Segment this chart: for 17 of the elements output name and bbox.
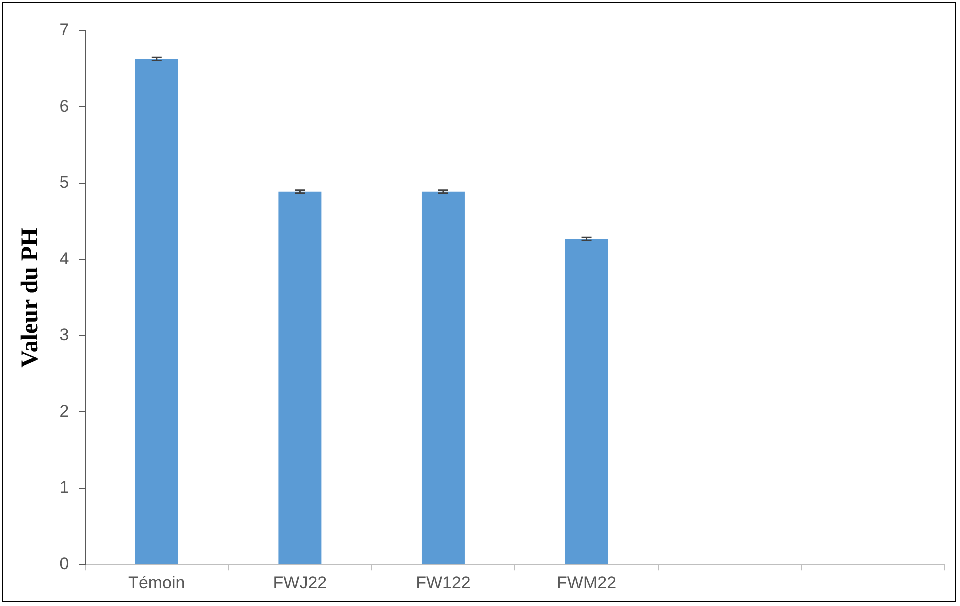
bar — [278, 192, 322, 564]
bar — [135, 59, 178, 564]
y-tick-label: 3 — [60, 326, 70, 345]
y-tick-label: 4 — [60, 249, 70, 268]
y-tick-label: 1 — [60, 478, 70, 498]
y-tick-label: 6 — [60, 96, 70, 116]
x-tick-label: FWJ22 — [273, 573, 328, 592]
y-tick-label: 2 — [60, 402, 70, 421]
bar — [565, 239, 608, 564]
y-tick-label: 0 — [60, 554, 70, 574]
y-axis-title: Valeur du PH — [18, 227, 44, 368]
y-tick-label: 5 — [60, 173, 70, 192]
y-tick-label: 7 — [60, 20, 70, 40]
bar — [422, 192, 465, 564]
x-tick-label: Témoin — [128, 573, 186, 592]
x-tick-label: FW122 — [416, 573, 471, 592]
x-tick-label: FWM22 — [557, 573, 617, 592]
